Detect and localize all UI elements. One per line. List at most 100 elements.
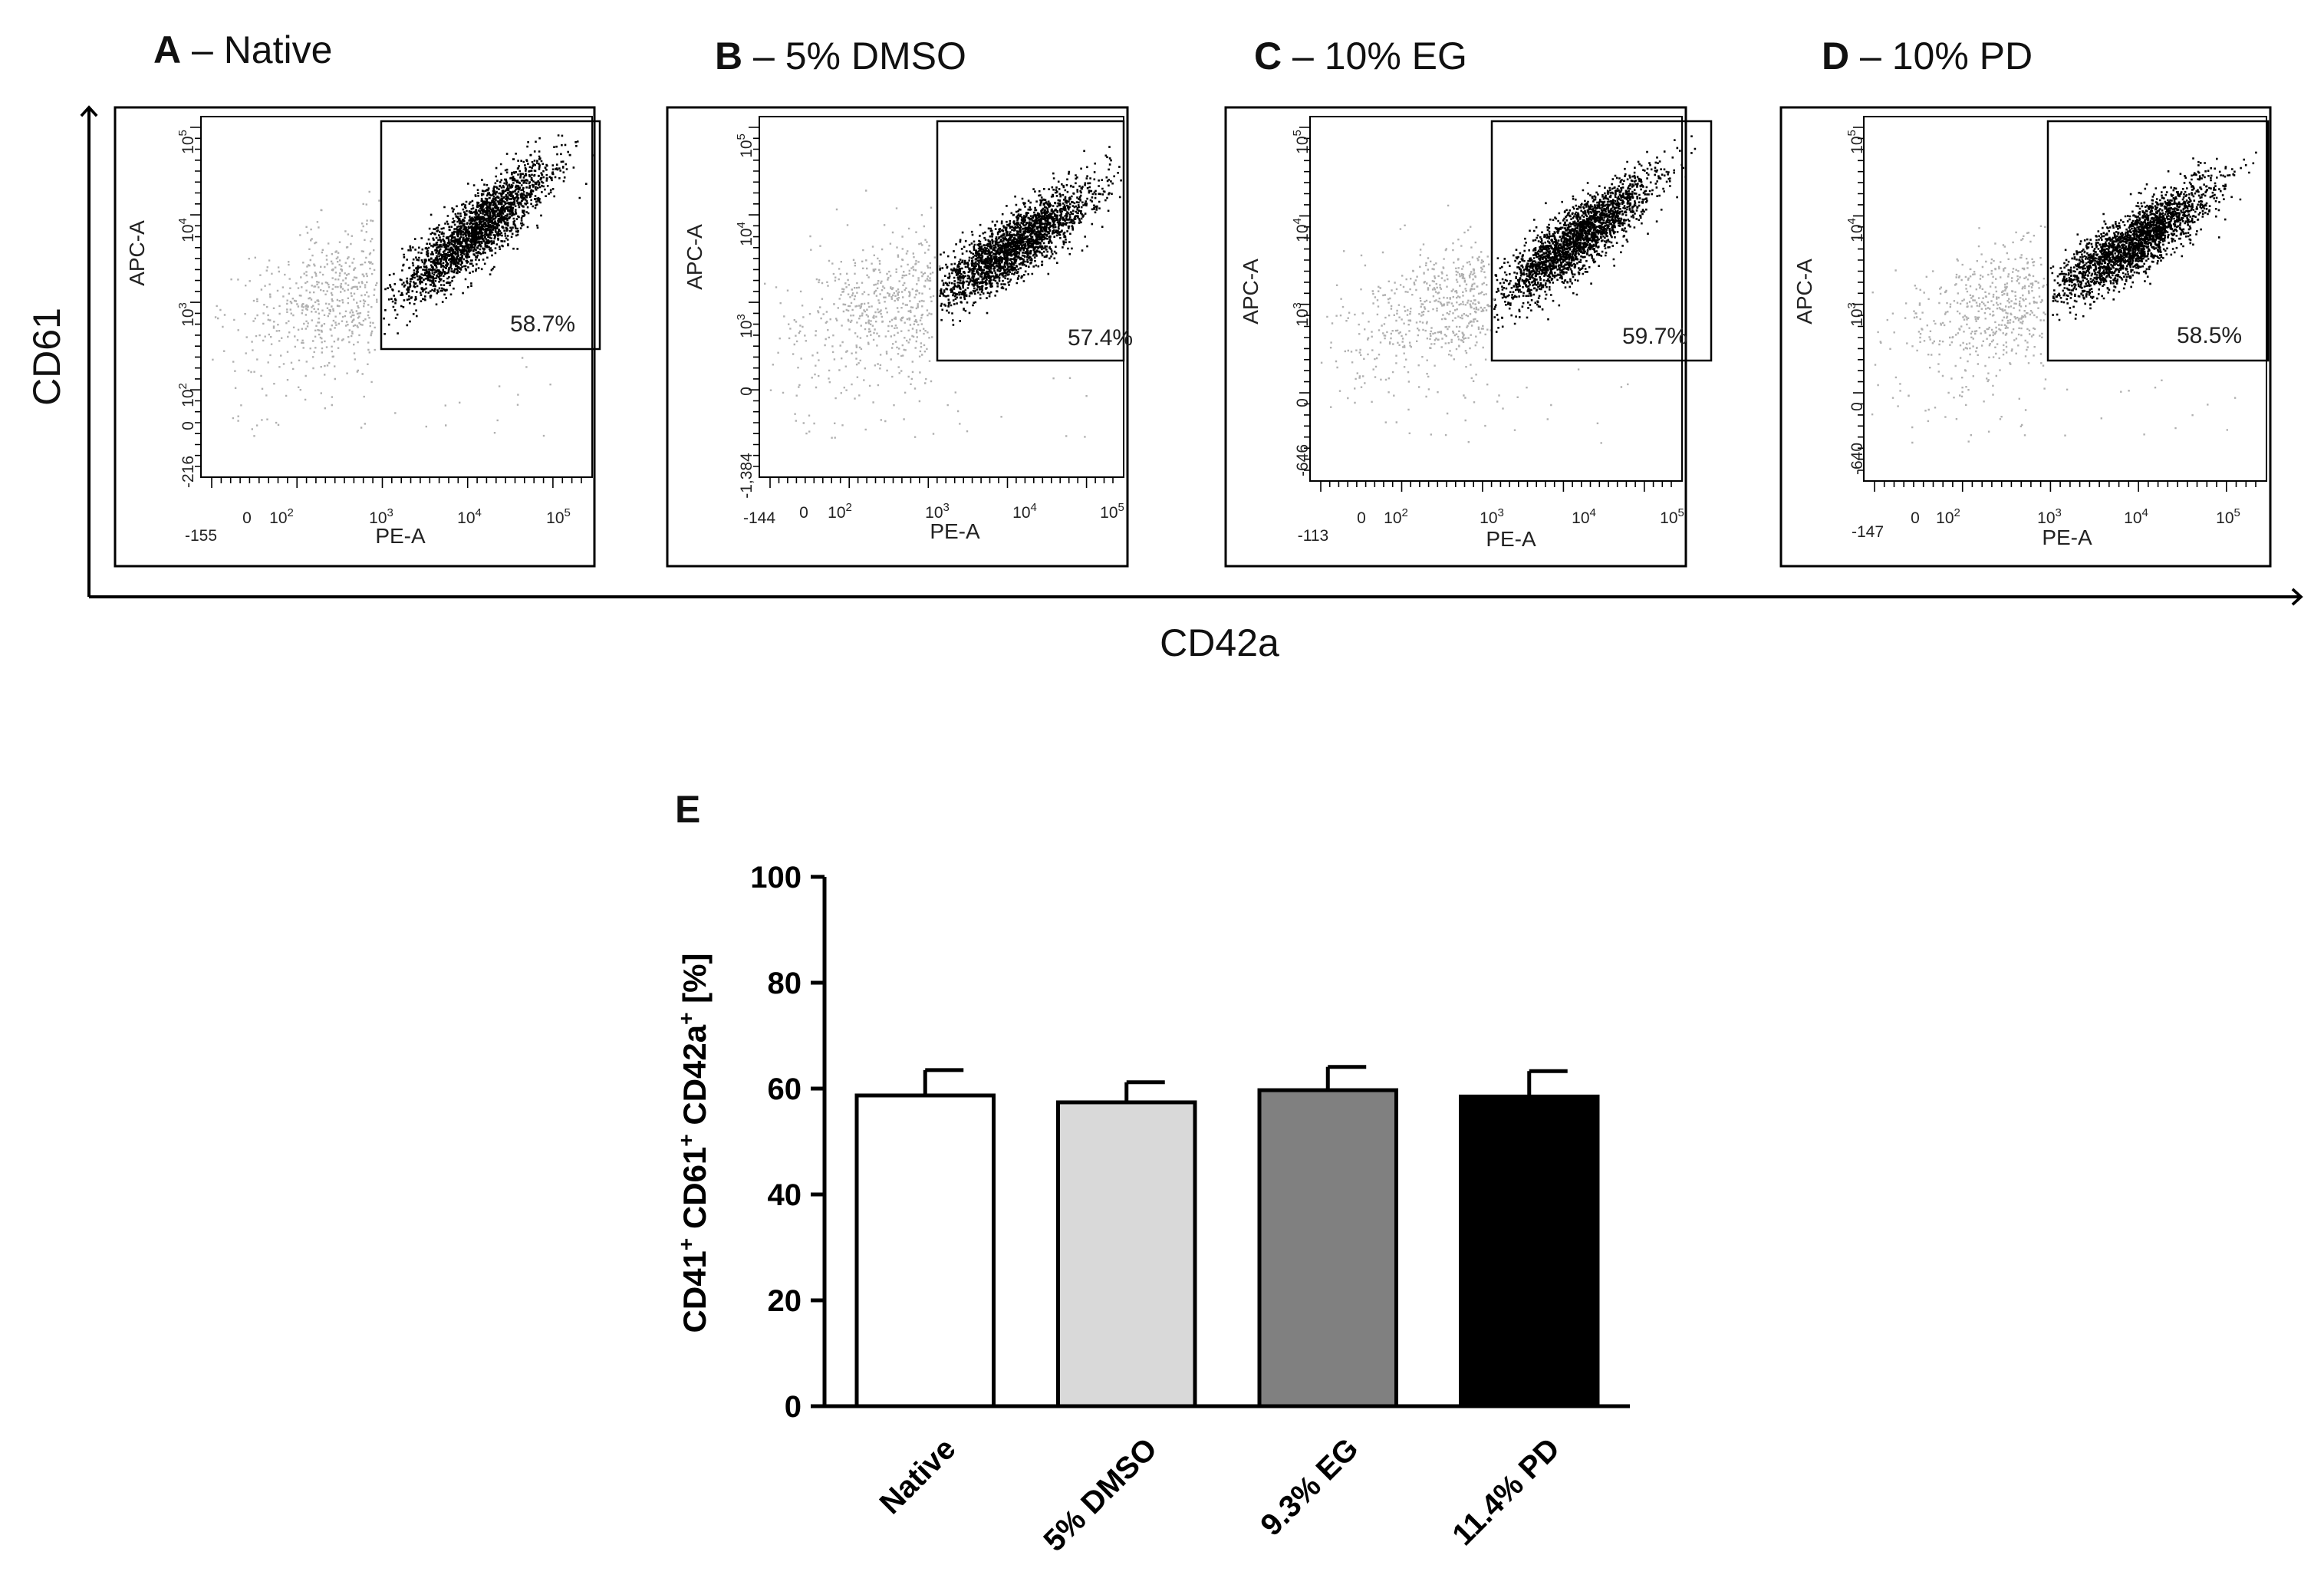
panel-a-ylabel: APC-A — [125, 220, 149, 286]
bar-1 — [854, 1093, 996, 1408]
panel-b-title: B – 5% DMSO — [715, 35, 966, 77]
panel-d-xlabel: PE-A — [2042, 525, 2092, 549]
plot-d-area — [1863, 116, 2267, 482]
panel-d-frame — [1779, 106, 2272, 568]
y-axis-ticks — [1299, 127, 1310, 471]
panel-b-xtick: 102 — [828, 501, 852, 522]
panel-b-ylabel: APC-A — [683, 224, 706, 290]
bar-y-tick-label: 100 — [750, 861, 802, 894]
panel-a-ytick: 0 — [179, 421, 197, 430]
x-axis-ticks — [769, 477, 1114, 488]
panel-a-xtick: -155 — [185, 527, 217, 545]
panel-c-scatter — [1320, 135, 1697, 444]
bar-chart-bars — [854, 1065, 1600, 1408]
panel-a-ytick: 104 — [176, 218, 197, 242]
panel-a-ytick: -216 — [179, 456, 197, 488]
panel-c-title: C – 10% EG — [1254, 35, 1467, 77]
panel-d: D – 10% PD 58.5% -147 0 102 103 104 105 … — [1779, 35, 2272, 568]
panel-d-xtick: 102 — [1936, 506, 1960, 527]
bar-2 — [1056, 1100, 1197, 1408]
bar-3 — [1257, 1088, 1398, 1408]
panel-b-xtick: -144 — [743, 509, 775, 527]
panel-d-ylabel: APC-A — [1792, 259, 1816, 325]
bar-y-tick-label: 60 — [768, 1072, 802, 1106]
panel-c-x-minor-ticks — [1320, 481, 1672, 492]
panel-d-y-minor-ticks — [1853, 127, 1864, 471]
panel-a-ytick: 103 — [176, 302, 197, 327]
panel-d-ytick: 104 — [1845, 218, 1866, 242]
panel-a-scatter — [212, 134, 595, 437]
panel-d-title: D – 10% PD — [1822, 35, 2033, 77]
shared-x-label: CD42a — [1160, 621, 1279, 664]
panel-d-xtick: 0 — [1911, 509, 1920, 527]
panel-c-ytick: 0 — [1294, 398, 1312, 407]
panel-d-x-minor-ticks — [1874, 481, 2257, 492]
panel-b-y-minor-ticks — [749, 127, 759, 467]
panel-a-title: A – Native — [153, 28, 332, 71]
plot-c-area — [1309, 116, 1683, 482]
panel-c: C – 10% EG 59.7% -113 0 102 103 104 105 … — [1224, 35, 1713, 568]
panel-c-gate — [1490, 120, 1713, 362]
x-axis-ticks — [211, 477, 582, 488]
panel-a-xtick: 105 — [546, 506, 571, 527]
panel-d-xtick: 105 — [2216, 506, 2240, 527]
panel-b-ytick: 103 — [735, 314, 755, 338]
panel-c-xlabel: PE-A — [1486, 527, 1536, 551]
panel-c-y-minor-ticks — [1299, 127, 1310, 471]
gated-events — [2049, 151, 2257, 321]
panel-a-gate — [380, 120, 601, 351]
panel-c-xtick: 0 — [1357, 509, 1366, 527]
y-axis-ticks — [1853, 127, 1864, 471]
panel-c-gate-percent: 59.7% — [1622, 324, 1687, 349]
bar-y-tick-label: 20 — [768, 1284, 802, 1318]
ungated-events — [1871, 225, 2237, 444]
panel-d-ytick: 0 — [1848, 402, 1866, 411]
panel-a-xtick: 103 — [369, 506, 393, 527]
y-axis-ticks — [749, 127, 759, 467]
panel-d-scatter — [1871, 151, 2257, 444]
panel-e-letter: E — [675, 788, 700, 831]
x-axis-ticks — [1874, 481, 2257, 492]
bar-category-label: Native — [874, 1432, 963, 1520]
panel-d-ytick: 105 — [1845, 130, 1866, 154]
panel-a: A – Native 58.7% -155 0 102 103 104 105 … — [114, 28, 601, 568]
panel-c-xtick: 105 — [1660, 506, 1684, 527]
panel-c-xtick: 104 — [1572, 506, 1596, 527]
panel-a-xlabel: PE-A — [375, 524, 426, 548]
panel-a-x-minor-ticks — [211, 477, 582, 488]
ungated-events — [212, 190, 551, 437]
panel-c-ytick: 104 — [1291, 218, 1312, 242]
gated-events — [939, 146, 1122, 326]
panel-c-xtick: 102 — [1384, 506, 1408, 527]
panel-d-gate — [2046, 120, 2270, 362]
ungated-events — [764, 189, 1088, 439]
panel-c-ylabel: APC-A — [1239, 259, 1262, 325]
panel-c-xtick: -113 — [1298, 527, 1328, 545]
panel-b-x-minor-ticks — [769, 477, 1114, 488]
panel-b: B – 5% DMSO 57.4% -144 0 102 103 104 105… — [666, 35, 1133, 568]
panel-d-xtick: 103 — [2037, 506, 2062, 527]
panel-d-gate-percent: 58.5% — [2177, 323, 2242, 348]
panel-b-scatter — [764, 146, 1122, 439]
bar-4 — [1459, 1094, 1600, 1408]
panel-b-gate-percent: 57.4% — [1068, 325, 1133, 351]
bar-category-label: 11.4% PD — [1446, 1432, 1566, 1552]
panel-b-ytick: -1,384 — [738, 453, 755, 499]
panel-b-xtick: 105 — [1100, 501, 1124, 522]
panel-a-gate-percent: 58.7% — [510, 311, 575, 337]
panel-a-ytick: 105 — [176, 130, 197, 154]
panel-a-xtick: 104 — [457, 506, 482, 527]
panel-c-ytick: -646 — [1294, 444, 1312, 476]
panel-b-ytick: 104 — [735, 222, 755, 246]
panel-c-frame — [1224, 106, 1687, 568]
gated-events — [383, 134, 595, 335]
shared-y-label: CD61 — [25, 308, 68, 406]
ungated-events — [1320, 204, 1629, 444]
panel-b-gate — [936, 120, 1125, 362]
bar-y-tick-label: 40 — [768, 1178, 802, 1212]
bar-category-label: 9.3% EG — [1254, 1432, 1364, 1542]
bar-y-tick-label: 0 — [785, 1390, 802, 1424]
panel-b-xlabel: PE-A — [930, 519, 980, 543]
bar-y-tick-label: 80 — [768, 967, 802, 1000]
panel-a-xtick: 0 — [242, 509, 252, 527]
